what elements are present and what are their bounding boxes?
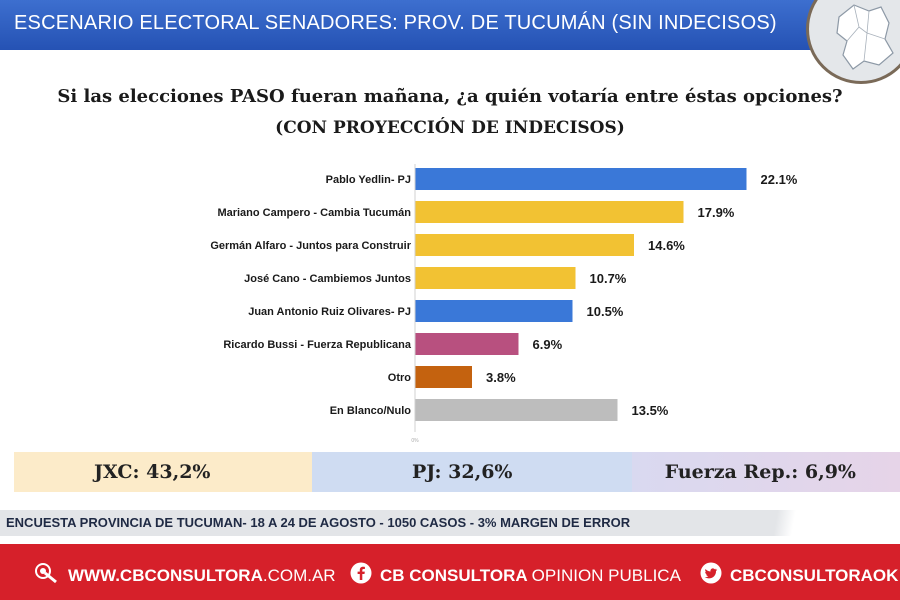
bar [415,333,519,355]
data-label: 17.9% [698,205,735,220]
facebook-name: CB CONSULTORA [380,565,528,585]
cursor-click-icon [34,562,60,589]
bar [415,168,747,190]
footnote-bar [0,510,900,536]
category-label: Juan Antonio Ruiz Olivares- PJ [248,306,411,318]
website-tld: .COM.AR [262,565,336,585]
chart-title: Si las elecciones PASO fueran mañana, ¿a… [57,86,843,107]
summary-fuerza-rep: Fuerza Rep.: 6,9% [632,452,900,492]
bar [415,234,634,256]
category-label: Otro [388,372,412,384]
category-label: Ricardo Bussi - Fuerza Republicana [223,339,412,351]
twitter-icon [700,562,722,589]
summary-jxc: JXC: 43,2% [14,452,312,492]
bar [415,201,684,223]
data-label: 14.6% [648,238,685,253]
data-label: 22.1% [761,172,798,187]
facebook-subtitle: OPINION PUBLICA [531,565,681,585]
category-label: Germán Alfaro - Juntos para Construir [210,240,411,252]
bar [415,267,576,289]
twitter-link[interactable]: CBCONSULTORAOK [700,562,898,589]
twitter-handle: CBCONSULTORAOK [730,565,899,585]
bar [415,399,618,421]
chart-subtitle: (CON PROYECCIÓN DE INDECISOS) [275,118,625,138]
header-title: ESCENARIO ELECTORAL SENADORES: PROV. DE … [14,12,777,34]
facebook-link[interactable]: CB CONSULTORA OPINION PUBLICA [350,562,681,589]
category-label: Mariano Campero - Cambia Tucumán [217,207,411,219]
coalition-summary: JXC: 43,2% PJ: 32,6% Fuerza Rep.: 6,9% [14,452,900,492]
data-label: 10.5% [587,304,624,319]
tucuman-map-badge [806,0,900,84]
data-label: 6.9% [533,337,563,352]
x-axis-tick-label: 0% [411,438,419,444]
header-bar: ESCENARIO ELECTORAL SENADORES: PROV. DE … [0,0,900,84]
category-label: José Cano - Cambiemos Juntos [244,273,411,285]
facebook-icon [350,562,372,589]
tucuman-map-icon [836,4,894,70]
data-label: 3.8% [486,370,516,385]
data-label: 13.5% [632,403,669,418]
category-label: Pablo Yedlin- PJ [326,174,411,186]
category-label: En Blanco/Nulo [330,405,412,417]
summary-pj: PJ: 32,6% [312,452,632,492]
bar-chart: Pablo Yedlin- PJ 22.1% Mariano Campero - C… [210,164,798,444]
bar [415,300,573,322]
survey-footnote: ENCUESTA PROVINCIA DE TUCUMAN- 18 A 24 D… [6,515,631,530]
footer-bar: WWW.CBCONSULTORA .COM.AR CB CONSULTORA OPI… [0,544,900,600]
data-label: 10.7% [590,271,627,286]
website-link[interactable]: WWW.CBCONSULTORA .COM.AR [34,562,336,589]
website-domain: WWW.CBCONSULTORA [68,565,263,585]
bar [415,366,472,388]
